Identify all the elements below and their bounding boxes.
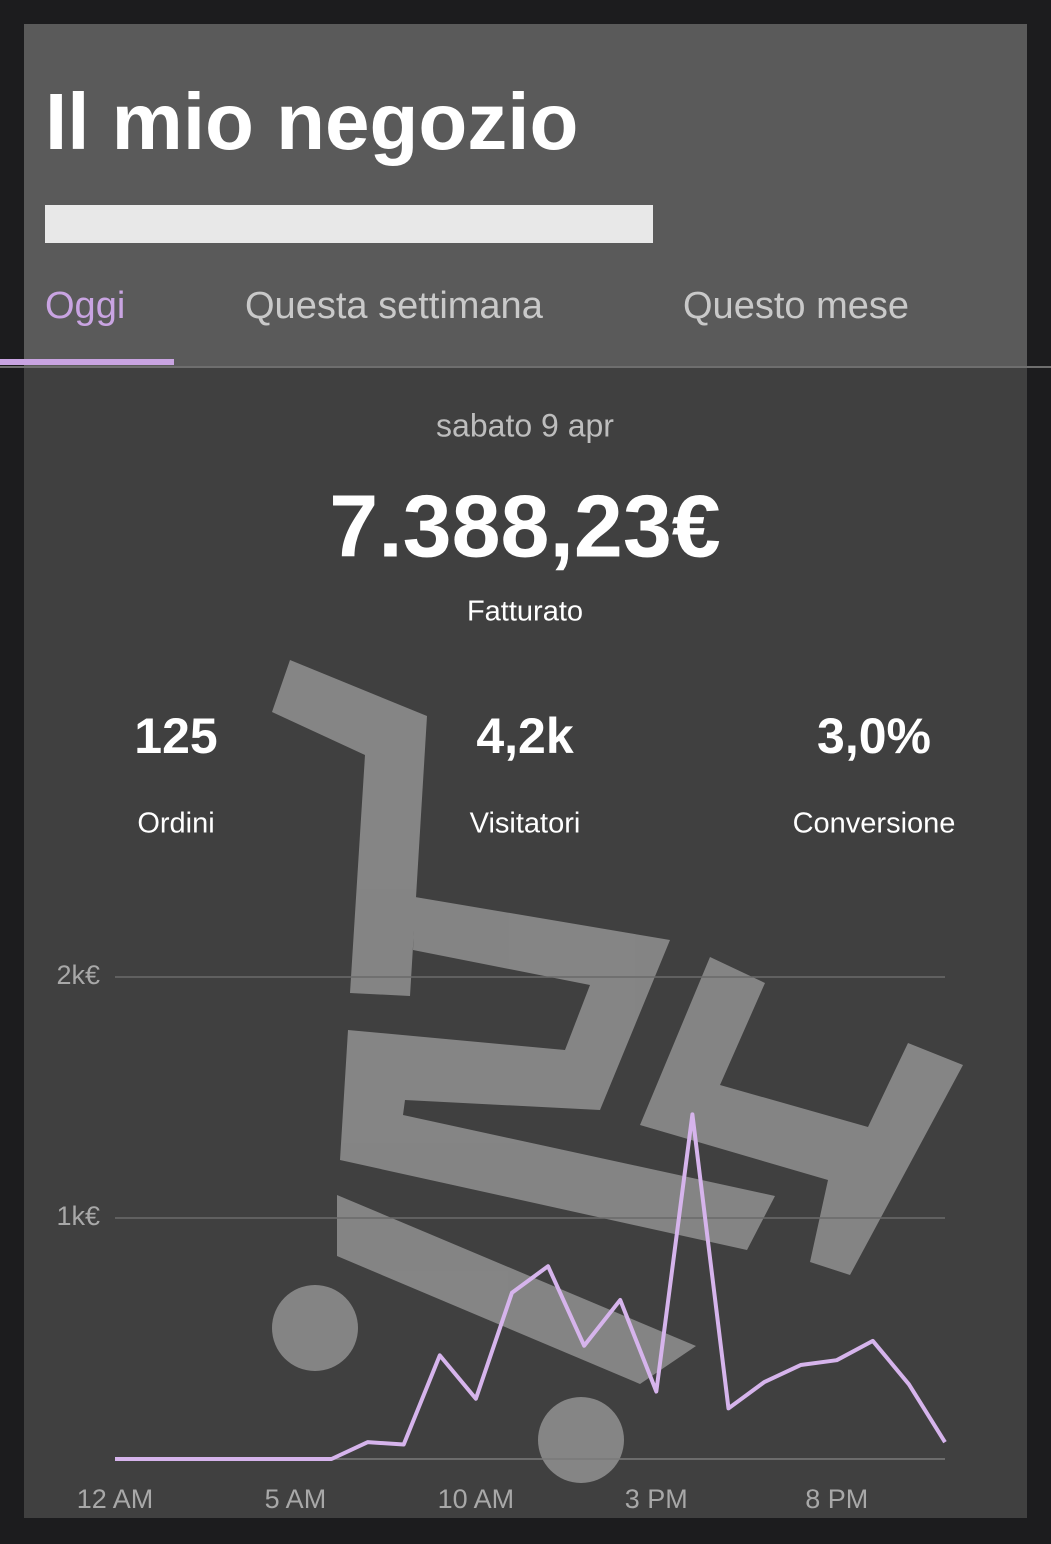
watermark — [272, 660, 963, 1483]
stat-label: Visitatori — [470, 808, 581, 840]
line-series — [115, 1112, 947, 1461]
x-tick-label: 10 AM — [438, 1484, 515, 1514]
stat-label: Conversione — [793, 808, 956, 840]
tab[interactable]: Questo mese — [683, 285, 909, 327]
stat-value: 4,2k — [476, 708, 574, 764]
y-tick-label: 2k€ — [56, 960, 100, 990]
stat-value: 3,0% — [817, 708, 931, 764]
x-tick-label: 5 AM — [265, 1484, 327, 1514]
stat-label: Ordini — [137, 808, 214, 840]
page-title: Il mio negozio — [45, 77, 578, 166]
tab[interactable]: Oggi — [45, 285, 125, 327]
x-tick-label: 12 AM — [77, 1484, 154, 1514]
revenue-label: Fatturato — [467, 596, 583, 628]
revenue: 7.388,23€ — [329, 476, 721, 575]
x-tick-label: 3 PM — [625, 1484, 688, 1514]
x-tick-label: 8 PM — [805, 1484, 868, 1514]
stat-value: 125 — [134, 708, 217, 764]
header-panel — [24, 24, 1027, 367]
date: sabato 9 apr — [436, 407, 614, 443]
y-tick-label: 1k€ — [56, 1201, 100, 1231]
redacted-bar — [45, 205, 653, 243]
active-tab-indicator — [0, 359, 174, 365]
tab[interactable]: Questa settimana — [245, 285, 544, 327]
